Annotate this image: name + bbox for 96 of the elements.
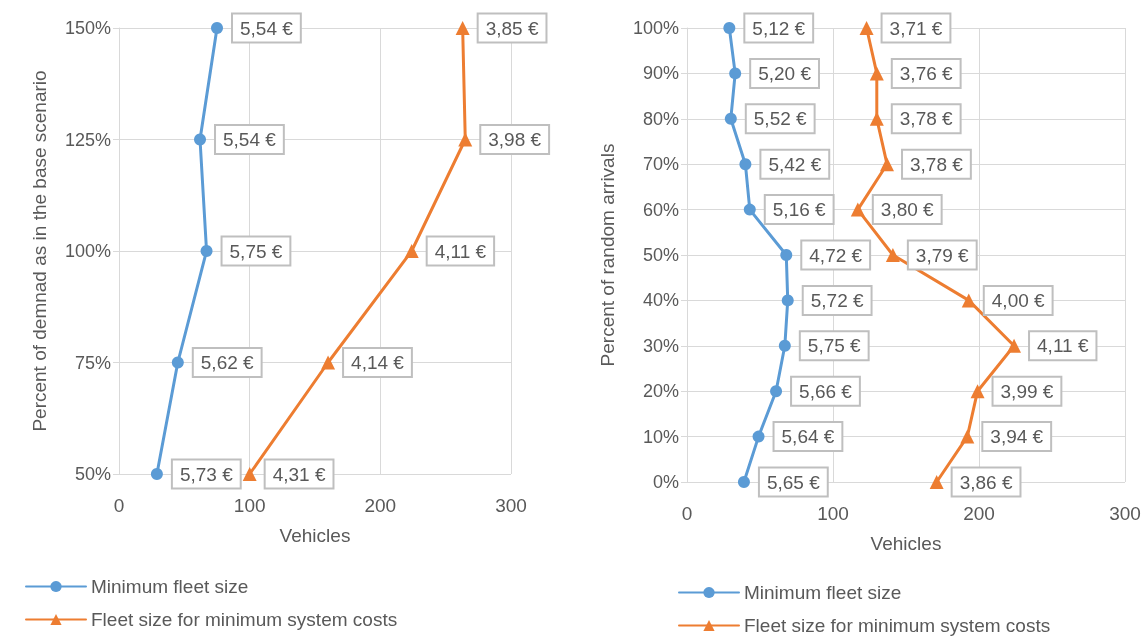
annotation: 3,79 €: [915, 244, 970, 266]
point: [780, 249, 793, 261]
point: [729, 67, 742, 80]
annotation: 3,78 €: [910, 153, 964, 175]
point: [150, 468, 163, 480]
annotation: 5,42 €: [768, 153, 822, 175]
legend-label: Minimum fleet size: [744, 582, 902, 603]
point: [321, 355, 336, 370]
annotation: 5,75 €: [807, 335, 862, 357]
point: [961, 293, 976, 308]
annotation: 5,62 €: [200, 352, 255, 373]
y-axis-title: Percent of demnad as in the base scenario: [29, 70, 50, 432]
y-tick-label: 50%: [642, 245, 679, 265]
y-tick-label: 40%: [642, 290, 679, 311]
y-tick-label: 100%: [64, 241, 111, 261]
point: [869, 66, 884, 81]
annotation: 3,85 €: [485, 17, 539, 39]
y-tick-label: 20%: [642, 381, 679, 402]
x-tick-label: 300: [1109, 503, 1141, 524]
point: [770, 385, 783, 398]
point: [739, 158, 752, 171]
point: [171, 356, 184, 369]
point: [743, 203, 756, 216]
annotation: 5,73 €: [179, 463, 234, 485]
annotation: 5,12 €: [752, 17, 806, 39]
point: [458, 132, 473, 147]
legend-label: Fleet size for minimum system costs: [91, 609, 398, 630]
y-tick-label: 150%: [64, 18, 111, 38]
annotation: 3,80 €: [880, 199, 935, 221]
y-tick-label: 30%: [642, 335, 679, 356]
annotation: 3,94 €: [990, 426, 1044, 448]
point: [885, 248, 900, 262]
annotation: 5,66 €: [799, 380, 853, 402]
point: [869, 111, 884, 126]
point: [960, 429, 975, 444]
x-tick-label: 0: [113, 495, 125, 516]
y-tick-label: 70%: [642, 154, 679, 175]
y-tick-label: 0%: [652, 472, 679, 492]
y-tick-label: 125%: [64, 129, 111, 150]
x-tick-label: 200: [364, 495, 397, 516]
y-axis-title: Percent of random arrivals: [597, 143, 618, 367]
y-tick-label: 90%: [642, 63, 679, 84]
y-tick-label: 50%: [74, 464, 111, 484]
annotation: 5,16 €: [772, 199, 827, 221]
point: [194, 133, 207, 146]
annotation: 5,72 €: [810, 289, 864, 311]
x-tick-label: 0: [681, 503, 693, 524]
annotation: 5,64 €: [781, 426, 835, 448]
x-tick-label: 100: [233, 495, 266, 516]
annotation: 5,75 €: [229, 240, 283, 262]
point: [970, 384, 985, 399]
annotation: 5,54 €: [223, 129, 277, 150]
point: [850, 202, 865, 217]
x-tick-label: 300: [495, 495, 527, 516]
annotation: 4,00 €: [991, 289, 1046, 311]
annotation: 4,31 €: [272, 463, 326, 485]
point: [752, 430, 765, 443]
point: [211, 22, 223, 34]
legend-label: Minimum fleet size: [91, 576, 249, 597]
x-tick-label: 100: [817, 503, 849, 524]
y-tick-label: 60%: [642, 199, 679, 220]
annotation: 5,52 €: [753, 108, 808, 130]
point: [404, 244, 419, 258]
annotation: 3,99 €: [1000, 380, 1054, 402]
annotation: 4,11 €: [434, 240, 487, 262]
point: [723, 22, 736, 34]
y-tick-label: 75%: [74, 352, 111, 373]
annotation: 3,98 €: [488, 129, 542, 150]
point: [724, 112, 737, 125]
annotation: 5,54 €: [240, 17, 294, 39]
x-axis-title: Vehicles: [279, 525, 351, 546]
point: [859, 21, 874, 35]
point: [778, 339, 791, 352]
y-tick-label: 100%: [632, 18, 679, 38]
annotation: 4,11 €: [1037, 335, 1089, 357]
legend-label: Fleet size for minimum system costs: [744, 615, 1051, 636]
annotation: 5,65 €: [766, 471, 821, 493]
point: [200, 245, 213, 257]
annotation: 3,86 €: [959, 471, 1013, 493]
point: [455, 21, 470, 35]
y-tick-label: 80%: [642, 108, 679, 129]
annotation: 4,72 €: [809, 244, 863, 266]
y-tick-label: 10%: [642, 426, 679, 447]
point: [242, 467, 257, 481]
annotation: 5,20 €: [758, 62, 812, 84]
point: [929, 475, 944, 489]
point: [781, 294, 794, 307]
x-axis-title: Vehicles: [870, 533, 942, 554]
annotation: 3,76 €: [899, 62, 954, 84]
annotation: 4,14 €: [351, 352, 405, 373]
annotation: 3,71 €: [889, 17, 943, 39]
point: [737, 476, 750, 488]
annotation: 3,78 €: [899, 108, 954, 130]
x-tick-label: 200: [963, 503, 995, 524]
point: [880, 157, 895, 172]
point: [1007, 338, 1022, 353]
